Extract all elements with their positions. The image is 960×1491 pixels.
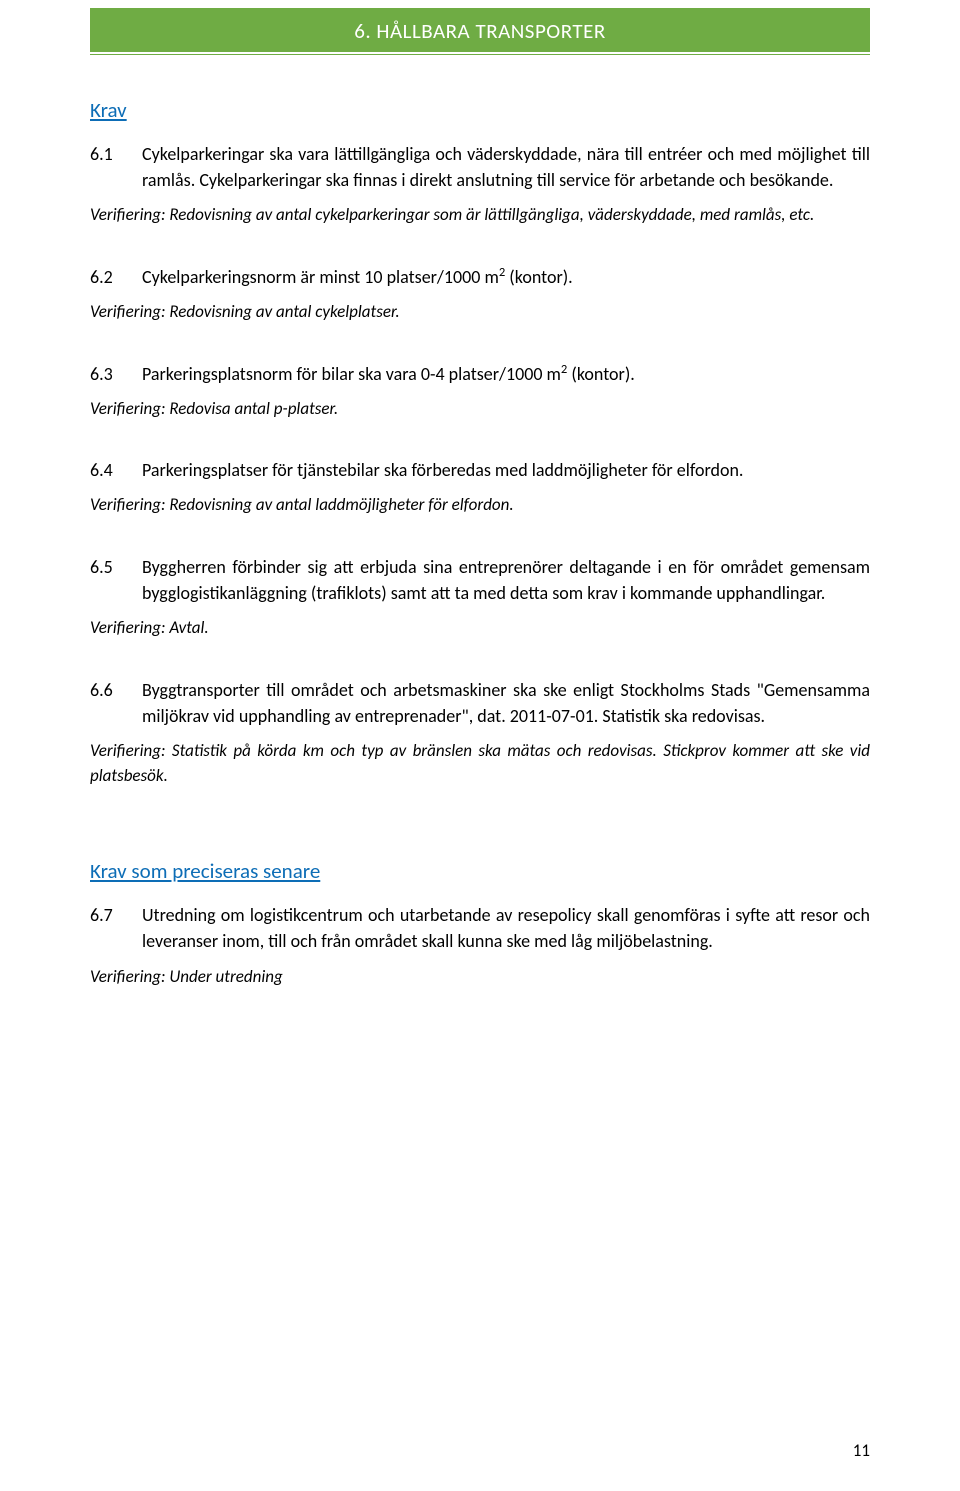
- req-verification: Verifiering: Redovisning av antal laddmö…: [90, 493, 870, 518]
- req-body: Parkeringsplatser för tjänstebilar ska f…: [142, 457, 870, 483]
- section-banner: 6. HÅLLBARA TRANSPORTER: [90, 8, 870, 52]
- req-number: 6.3: [90, 361, 142, 387]
- req-body: Cykelparkeringsnorm är minst 10 platser/…: [142, 264, 870, 290]
- req-row: 6.5 Byggherren förbinder sig att erbjuda…: [90, 554, 870, 606]
- req-row: 6.2 Cykelparkeringsnorm är minst 10 plat…: [90, 264, 870, 290]
- req-number: 6.6: [90, 677, 142, 729]
- req-verification: Verifiering: Redovisa antal p-platser.: [90, 397, 870, 422]
- req-body: Byggtransporter till området och arbetsm…: [142, 677, 870, 729]
- req-verification: Verifiering: Redovisning av antal cykelp…: [90, 203, 870, 228]
- section-heading-krav: Krav: [90, 97, 870, 123]
- req-row: 6.3 Parkeringsplatsnorm för bilar ska va…: [90, 361, 870, 387]
- req-body-post: (kontor).: [567, 363, 635, 385]
- banner-title: 6. HÅLLBARA TRANSPORTER: [354, 18, 606, 44]
- req-number: 6.5: [90, 554, 142, 606]
- req-row: 6.6 Byggtransporter till området och arb…: [90, 677, 870, 729]
- req-row: 6.1 Cykelparkeringar ska vara lättillgän…: [90, 141, 870, 193]
- req-body: Cykelparkeringar ska vara lättillgänglig…: [142, 141, 870, 193]
- req-item: 6.4 Parkeringsplatser för tjänstebilar s…: [90, 457, 870, 518]
- req-body-post: (kontor).: [505, 266, 573, 288]
- req-body: Utredning om logistikcentrum och utarbet…: [142, 902, 870, 954]
- req-item: 6.2 Cykelparkeringsnorm är minst 10 plat…: [90, 264, 870, 325]
- req-row: 6.7 Utredning om logistikcentrum och uta…: [90, 902, 870, 954]
- req-row: 6.4 Parkeringsplatser för tjänstebilar s…: [90, 457, 870, 483]
- req-number: 6.4: [90, 457, 142, 483]
- req-verification: Verifiering: Statistik på körda km och t…: [90, 739, 870, 788]
- req-body-pre: Parkeringsplatsnorm för bilar ska vara 0…: [142, 363, 561, 385]
- document-page: 6. HÅLLBARA TRANSPORTER Krav 6.1 Cykelpa…: [0, 0, 960, 1065]
- req-item: 6.1 Cykelparkeringar ska vara lättillgän…: [90, 141, 870, 228]
- req-verification: Verifiering: Under utredning: [90, 965, 870, 990]
- req-item: 6.3 Parkeringsplatsnorm för bilar ska va…: [90, 361, 870, 422]
- req-body: Byggherren förbinder sig att erbjuda sin…: [142, 554, 870, 606]
- section-heading-later: Krav som preciseras senare: [90, 858, 870, 884]
- req-verification: Verifiering: Avtal.: [90, 616, 870, 641]
- req-number: 6.1: [90, 141, 142, 193]
- req-body: Parkeringsplatsnorm för bilar ska vara 0…: [142, 361, 870, 387]
- req-number: 6.7: [90, 902, 142, 954]
- req-verification: Verifiering: Redovisning av antal cykelp…: [90, 300, 870, 325]
- req-number: 6.2: [90, 264, 142, 290]
- req-item: 6.7 Utredning om logistikcentrum och uta…: [90, 902, 870, 989]
- page-number: 11: [853, 1440, 870, 1461]
- req-item: 6.6 Byggtransporter till området och arb…: [90, 677, 870, 788]
- req-item: 6.5 Byggherren förbinder sig att erbjuda…: [90, 554, 870, 641]
- banner-underline: [90, 54, 870, 55]
- req-body-pre: Cykelparkeringsnorm är minst 10 platser/…: [142, 266, 499, 288]
